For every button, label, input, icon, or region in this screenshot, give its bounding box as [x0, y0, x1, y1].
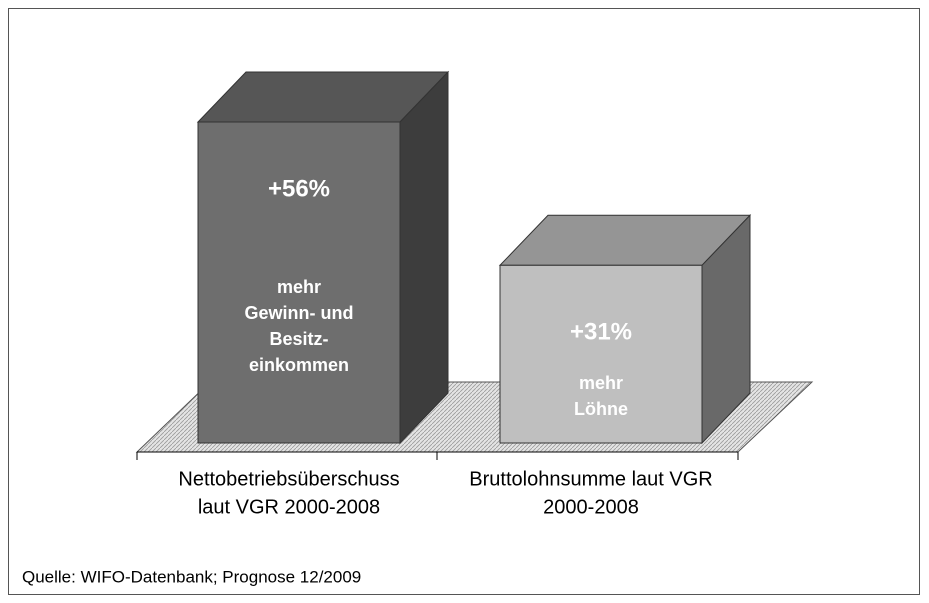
x-tick-label: 2000-2008	[543, 496, 639, 518]
annotation: Gewinn- und	[245, 303, 354, 323]
x-tick-label: Bruttolohnsumme laut VGR	[469, 468, 712, 490]
x-tick-label: laut VGR 2000-2008	[198, 496, 380, 518]
source: Quelle: WIFO-Datenbank; Prognose 12/2009	[22, 567, 361, 586]
annotation: einkommen	[249, 355, 349, 375]
annotation: mehr	[277, 277, 321, 297]
annotation: mehr	[579, 373, 623, 393]
frame	[8, 8, 920, 595]
value-label: +31%	[570, 319, 632, 346]
annotation: Besitz-	[269, 329, 328, 349]
bar	[197, 121, 401, 444]
bar	[499, 264, 703, 444]
bar-side	[399, 70, 449, 445]
value-label: +56%	[268, 175, 330, 202]
x-tick-label: Nettobetriebsüberschuss	[178, 468, 399, 490]
annotation: Löhne	[574, 399, 628, 419]
